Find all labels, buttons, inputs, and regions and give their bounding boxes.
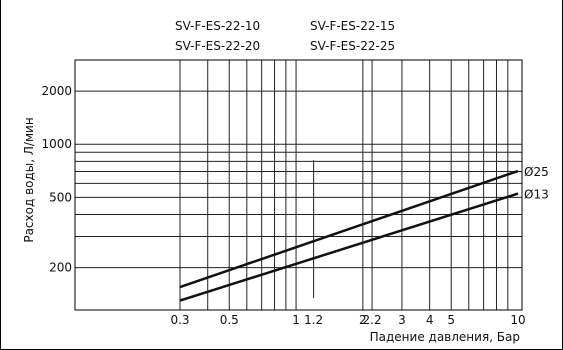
legend-sv-f-es-22-25: SV-F-ES-22-25 (310, 39, 395, 53)
x-tick-label: 0.3 (170, 313, 189, 327)
horizontal-gridlines (75, 90, 522, 269)
y-tick-label: 2000 (41, 84, 72, 98)
y-tick-labels: 200 500 1000 2000 (41, 84, 72, 275)
x-tick-label: 1 (292, 313, 300, 327)
x-tick-label: 4 (426, 313, 434, 327)
x-tick-label: 10 (510, 313, 525, 327)
legend-sv-f-es-22-15: SV-F-ES-22-15 (310, 19, 395, 33)
y-tick-label: 500 (49, 190, 72, 204)
x-tick-label: 2 (359, 313, 367, 327)
x-tick-label: 1.2 (304, 313, 323, 327)
legend-sv-f-es-22-20: SV-F-ES-22-20 (175, 39, 260, 53)
series-label-d13: Ø13 (524, 188, 549, 202)
series-line-d13 (179, 192, 519, 302)
x-tick-label: 5 (447, 313, 455, 327)
y-axis-label: Расход воды, Л/мин (22, 117, 36, 242)
vertical-gridlines (179, 60, 509, 310)
plot-border (74, 59, 523, 311)
x-tick-label: 2.2 (363, 313, 382, 327)
x-tick-label: 3 (398, 313, 406, 327)
series-line-d25 (179, 169, 519, 289)
y-tick-label: 200 (49, 261, 72, 275)
series-label-d25: Ø25 (524, 165, 549, 179)
legend-sv-f-es-22-10: SV-F-ES-22-10 (175, 19, 260, 33)
y-tick-label: 1000 (41, 137, 72, 151)
x-tick-label: 0.5 (220, 313, 239, 327)
x-tick-labels: 0.3 0.5 1 1.2 22.2 3 4 5 10 (170, 313, 525, 327)
series-lines: Ø25 Ø13 (179, 165, 549, 302)
x-axis-label: Падение давления, Бар (370, 330, 520, 344)
